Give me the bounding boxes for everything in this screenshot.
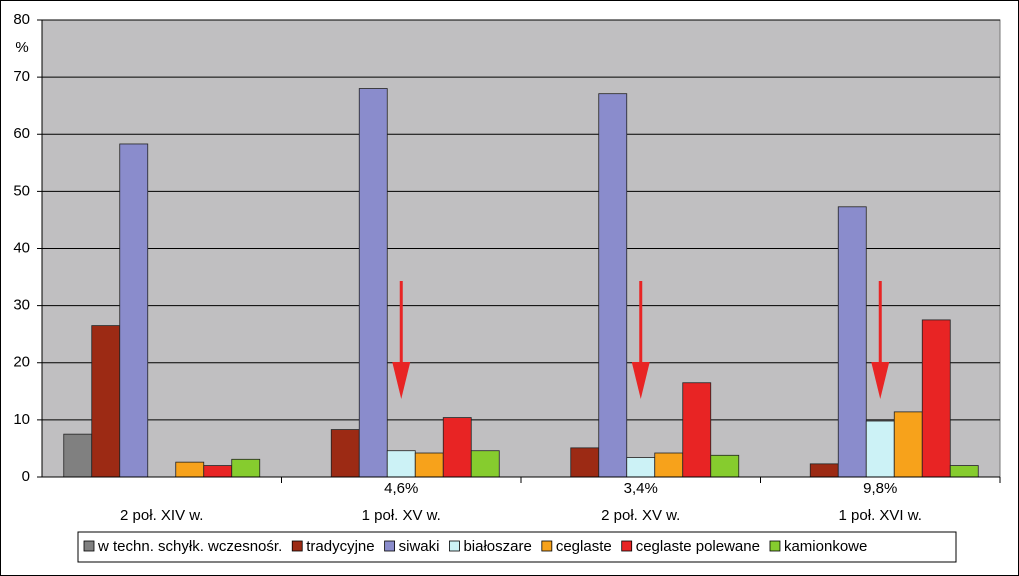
legend-swatch <box>621 540 633 552</box>
bar <box>414 452 444 478</box>
x-tick-label: 1 poł. XVI w. <box>839 507 922 524</box>
value-label: 4,6% <box>384 480 418 497</box>
bar <box>682 382 712 478</box>
y-tick-label: 50 <box>13 182 30 199</box>
arrow-head <box>631 362 650 399</box>
arrow-head <box>392 362 411 399</box>
value-label: 3,4% <box>624 480 658 497</box>
y-tick-label: 0 <box>22 468 30 485</box>
legend-swatch <box>384 540 396 552</box>
y-tick-label: 70 <box>13 68 30 85</box>
legend-label: siwaki <box>399 538 440 555</box>
bar <box>865 420 895 478</box>
legend-label: w techn. schyłk. wczesnośr. <box>97 538 282 555</box>
legend-swatch <box>83 540 95 552</box>
bar <box>837 206 867 478</box>
y-tick-label: 20 <box>13 354 30 371</box>
legend-label: kamionkowe <box>784 538 867 555</box>
legend-label: ceglaste polewane <box>636 538 760 555</box>
legend-swatch <box>291 540 303 552</box>
x-tick-label: 2 poł. XV w. <box>601 507 680 524</box>
bar <box>893 411 923 478</box>
bar <box>63 433 93 478</box>
bar <box>626 457 656 478</box>
bar <box>949 465 979 478</box>
y-tick-label: 40 <box>13 239 30 256</box>
bar <box>598 93 628 478</box>
legend-label: ceglaste <box>556 538 612 555</box>
bar <box>921 319 951 478</box>
legend-label: tradycyjne <box>306 538 374 555</box>
arrow-head <box>871 362 890 399</box>
x-tick-label: 1 poł. XV w. <box>362 507 441 524</box>
bar <box>570 447 600 478</box>
y-tick-label: 10 <box>13 411 30 428</box>
y-tick-label: 80 <box>13 11 30 28</box>
legend-label: białoszare <box>463 538 531 555</box>
legend-swatch <box>769 540 781 552</box>
bar <box>330 429 360 478</box>
bar <box>809 463 839 478</box>
bar <box>710 454 740 478</box>
legend-swatch <box>541 540 553 552</box>
bar <box>654 452 684 478</box>
value-label: 9,8% <box>863 480 897 497</box>
y-tick-label: 60 <box>13 125 30 142</box>
bar <box>442 417 472 478</box>
bar <box>386 450 416 478</box>
bar <box>358 88 388 478</box>
bar <box>119 143 149 478</box>
bar <box>203 465 233 478</box>
bar <box>231 458 261 478</box>
bar <box>470 450 500 478</box>
legend-swatch <box>449 540 460 552</box>
bar <box>91 325 121 478</box>
y-tick-label: 30 <box>13 297 30 314</box>
bar <box>175 461 205 478</box>
y-unit: % <box>15 39 28 56</box>
x-tick-label: 2 poł. XIV w. <box>120 507 203 524</box>
legend <box>77 531 957 563</box>
